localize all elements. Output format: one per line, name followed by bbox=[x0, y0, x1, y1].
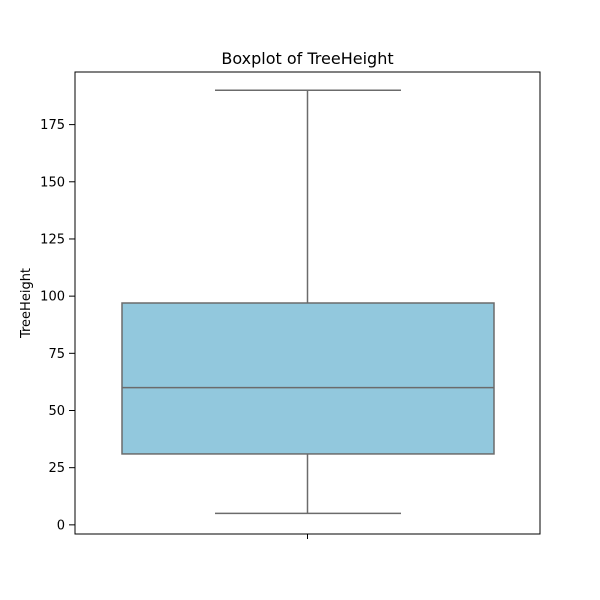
interquartile-box bbox=[121, 302, 495, 455]
plot-area bbox=[74, 71, 541, 535]
y-tick-label: 25 bbox=[48, 461, 65, 476]
y-axis: 0 25 50 75 100 125 150 175 bbox=[40, 118, 75, 533]
y-tick-label: 0 bbox=[57, 518, 65, 533]
y-tick-label: 100 bbox=[40, 290, 65, 305]
chart-title: Boxplot of TreeHeight bbox=[221, 49, 393, 68]
y-tick-label: 125 bbox=[40, 232, 65, 247]
y-tick-label: 150 bbox=[40, 175, 65, 190]
y-tick-label: 75 bbox=[48, 347, 65, 362]
y-axis-label: TreeHeight bbox=[19, 268, 34, 339]
y-tick-label: 50 bbox=[48, 404, 65, 419]
y-tick-label: 175 bbox=[40, 118, 65, 133]
